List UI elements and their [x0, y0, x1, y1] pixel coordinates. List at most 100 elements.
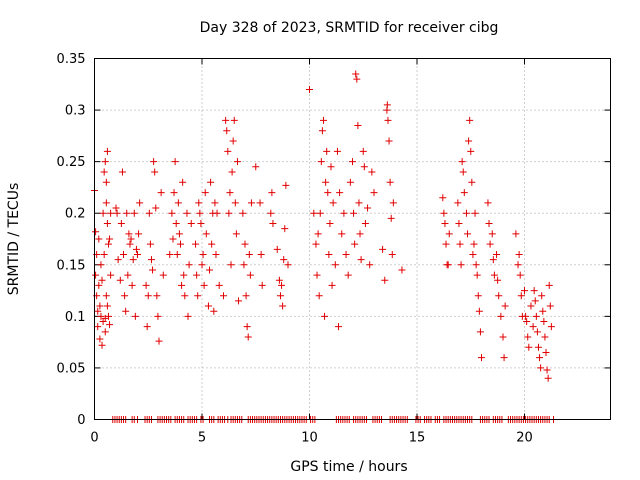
data-point: [125, 230, 133, 238]
y-tick-label: 0.05: [57, 361, 86, 376]
data-point: [97, 261, 105, 269]
data-point: [360, 163, 368, 171]
data-point: [333, 147, 341, 155]
data-point: [279, 302, 287, 310]
data-point: [144, 292, 152, 300]
data-point: [501, 302, 509, 310]
x-tick-label: 20: [516, 431, 533, 446]
data-point: [201, 189, 209, 197]
data-point: [230, 116, 238, 124]
data-point: [356, 230, 364, 238]
data-point: [128, 281, 136, 289]
data-point: [328, 281, 336, 289]
data-point: [168, 209, 176, 217]
data-point: [179, 178, 187, 186]
data-point: [225, 209, 233, 217]
data-point: [184, 312, 192, 320]
data-point: [364, 204, 372, 212]
data-point: [124, 271, 132, 279]
data-point: [241, 240, 249, 248]
data-point: [159, 271, 167, 279]
y-axis-label: SRMTID / TECUs: [6, 183, 22, 296]
data-point: [351, 240, 359, 248]
y-tick-label: 0.1: [65, 310, 86, 325]
data-point: [215, 281, 223, 289]
data-point: [136, 199, 144, 207]
data-point: [180, 271, 188, 279]
data-point: [456, 240, 464, 248]
data-point: [170, 189, 178, 197]
data-point: [252, 163, 260, 171]
data-point: [512, 230, 520, 238]
data-point: [112, 204, 120, 212]
data-point: [527, 302, 535, 310]
data-point: [187, 220, 195, 228]
data-point: [383, 101, 391, 109]
data-point: [278, 281, 286, 289]
data-point: [177, 240, 184, 248]
data-point: [243, 323, 251, 331]
data-point: [384, 116, 392, 124]
data-point: [459, 168, 467, 176]
data-point: [151, 168, 159, 176]
data-point: [547, 323, 555, 331]
data-point: [134, 250, 141, 258]
data-point: [276, 292, 284, 300]
data-point: [103, 302, 111, 310]
data-point: [537, 364, 545, 372]
data-point: [224, 147, 232, 155]
data-point: [228, 168, 236, 176]
x-tick-label: 10: [301, 431, 318, 446]
data-point: [280, 256, 288, 264]
data-point: [103, 220, 111, 228]
data-point: [102, 178, 110, 186]
data-point: [149, 266, 157, 274]
data-point: [533, 328, 541, 336]
data-point: [181, 292, 189, 300]
data-point: [457, 261, 465, 269]
data-point: [199, 250, 207, 258]
data-point: [542, 348, 550, 356]
data-point: [495, 292, 503, 300]
data-point: [458, 158, 466, 166]
data-point: [532, 312, 540, 320]
data-point: [346, 178, 354, 186]
data-point: [473, 271, 481, 279]
data-point: [175, 230, 183, 238]
data-point: [198, 261, 206, 269]
data-point: [100, 250, 108, 258]
data-point: [486, 240, 494, 248]
data-point: [538, 292, 546, 300]
data-point: [275, 276, 283, 284]
data-point: [269, 220, 277, 228]
data-point: [95, 235, 103, 243]
x-tick-labels: 0 5 10 15 20: [90, 431, 532, 446]
data-point: [195, 199, 203, 207]
data-point: [98, 341, 106, 349]
data-point: [541, 333, 549, 341]
data-point: [146, 240, 154, 248]
data-point: [386, 178, 394, 186]
data-point: [312, 240, 320, 248]
data-point: [516, 271, 524, 279]
data-point: [127, 235, 135, 243]
data-point: [194, 292, 202, 300]
data-point: [97, 312, 105, 320]
data-point: [166, 250, 174, 258]
data-point: [220, 292, 227, 300]
y-tick-labels: 0 0.05 0.1 0.15 0.2 0.25 0.3 0.35: [57, 52, 86, 428]
data-point: [142, 281, 150, 289]
data-point: [546, 302, 554, 310]
data-point: [494, 276, 502, 284]
data-point: [485, 220, 493, 228]
data-point: [536, 354, 544, 362]
data-point: [99, 209, 107, 217]
data-point: [171, 158, 179, 166]
data-point: [534, 343, 542, 351]
data-point: [235, 297, 243, 305]
data-point: [150, 158, 158, 166]
data-point: [229, 137, 237, 145]
data-point: [211, 199, 219, 207]
data-point: [106, 321, 114, 329]
data-point: [530, 287, 538, 295]
